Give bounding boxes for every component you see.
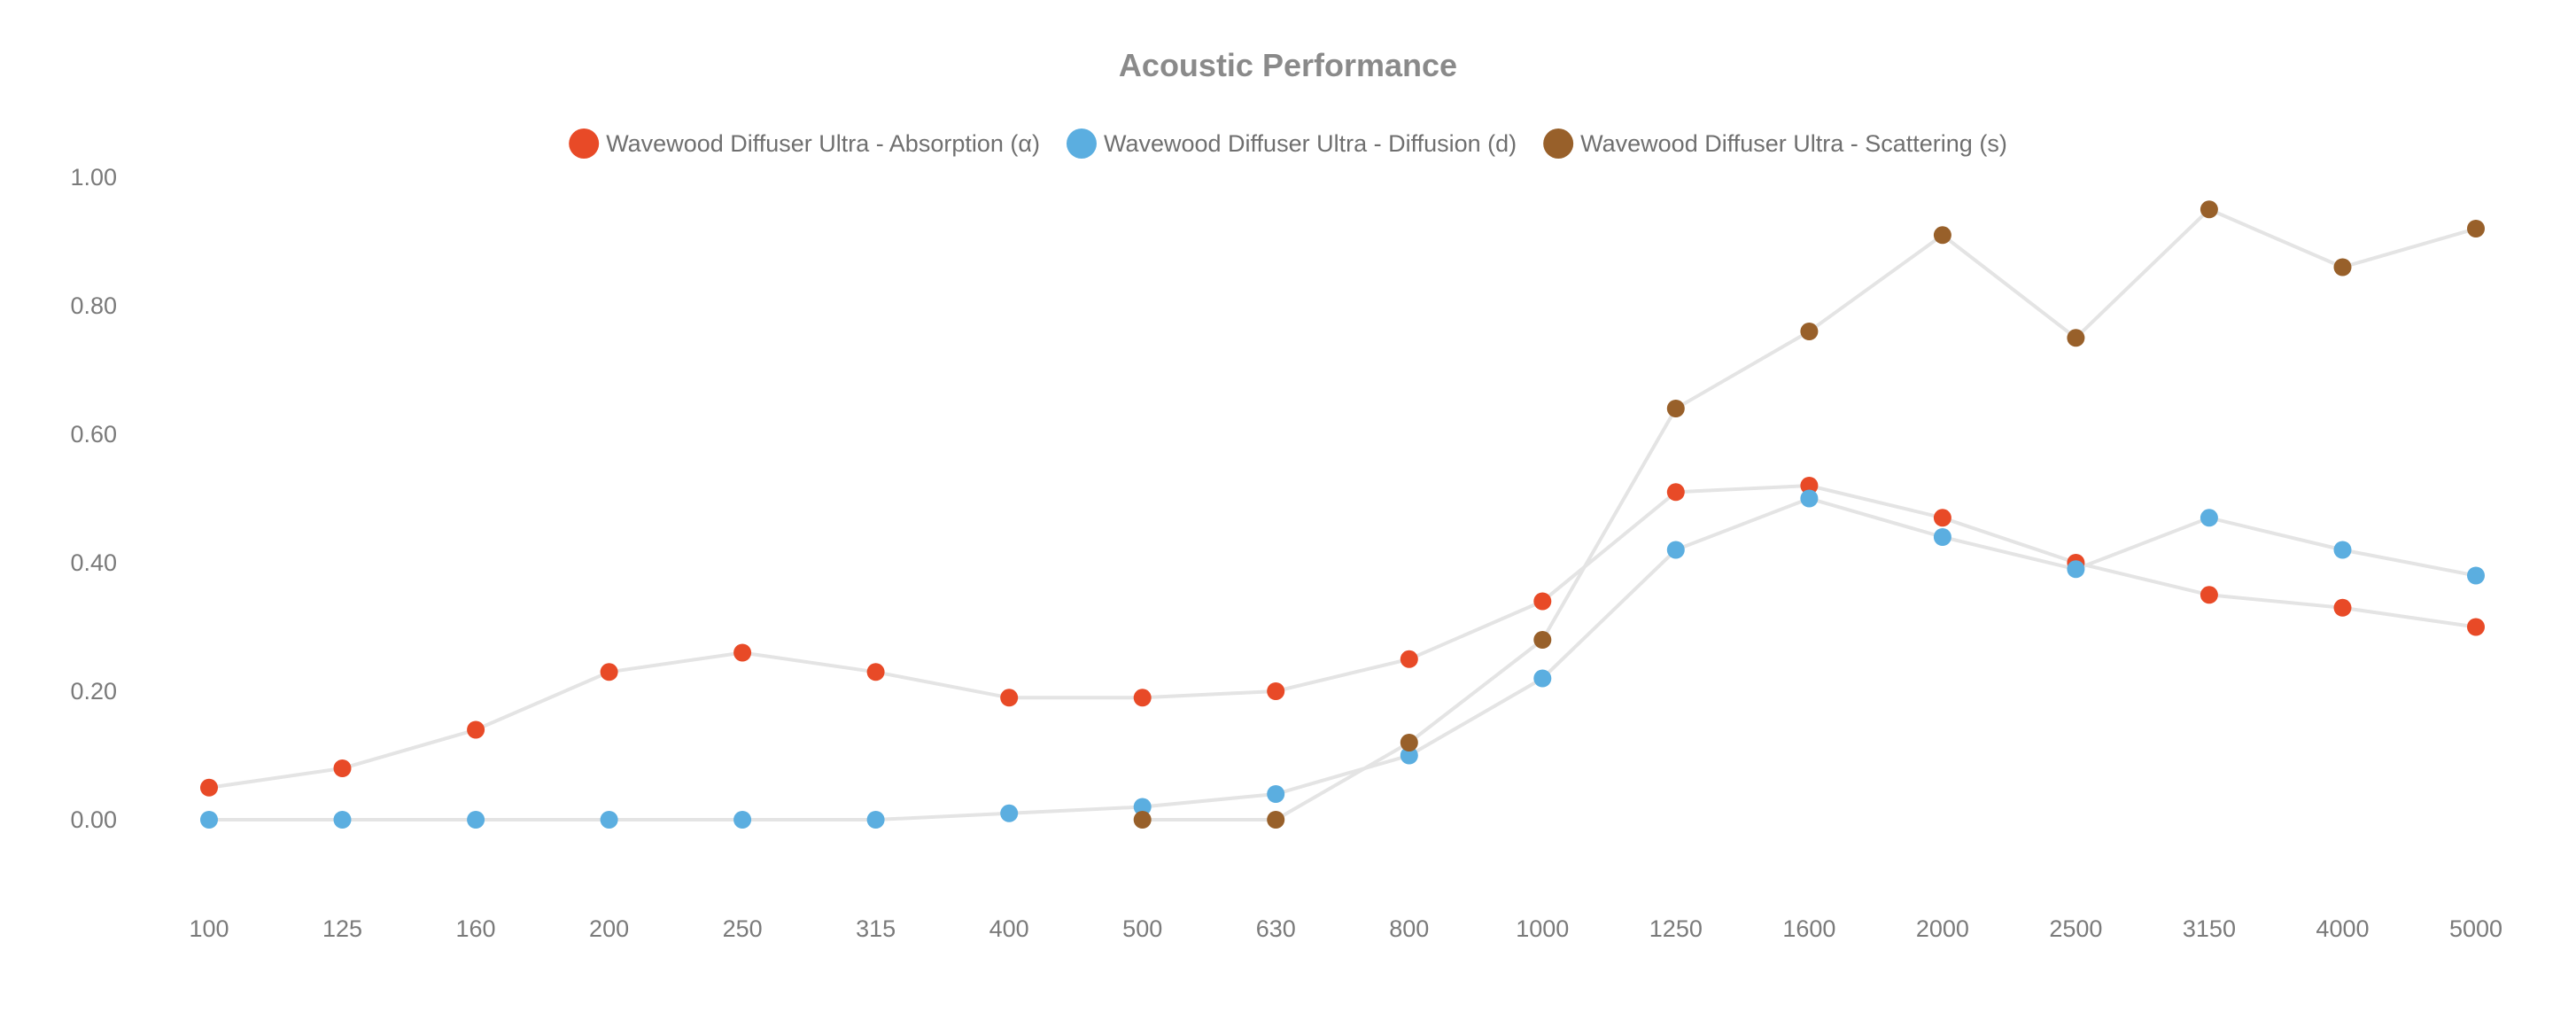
y-tick-label: 0.60 — [70, 421, 117, 448]
data-point — [1133, 798, 1152, 816]
data-point — [467, 811, 485, 829]
data-point — [2333, 598, 2352, 617]
x-tick-label: 200 — [589, 915, 629, 942]
legend-item: Wavewood Diffuser Ultra - Absorption (α) — [569, 128, 1040, 159]
x-tick-label: 100 — [189, 915, 229, 942]
x-tick-label: 1600 — [1782, 915, 1835, 942]
data-point — [1267, 811, 1285, 829]
data-point — [200, 778, 218, 797]
data-point — [1267, 785, 1285, 803]
data-point — [1933, 226, 1951, 245]
data-point — [1533, 592, 1552, 611]
chart-title: Acoustic Performance — [1119, 47, 1457, 83]
data-point — [600, 811, 618, 829]
data-point — [1933, 528, 1951, 546]
data-point — [600, 663, 618, 681]
x-tick-label: 2500 — [2049, 915, 2102, 942]
legend-marker — [1066, 128, 1097, 159]
data-point — [1133, 811, 1152, 829]
legend-item: Wavewood Diffuser Ultra - Scattering (s) — [1543, 128, 2007, 159]
data-point — [2067, 560, 2085, 579]
data-point — [333, 759, 352, 777]
legend-marker — [569, 128, 600, 159]
data-point — [1800, 477, 1819, 494]
data-point — [2067, 329, 2085, 347]
y-tick-label: 1.00 — [70, 164, 117, 191]
data-point — [1800, 489, 1819, 508]
data-point — [1666, 483, 1685, 502]
data-point — [1400, 746, 1418, 765]
data-point — [2467, 566, 2485, 585]
data-point — [2467, 618, 2485, 636]
x-tick-label: 250 — [723, 915, 763, 942]
x-tick-label: 800 — [1389, 915, 1429, 942]
data-point — [1666, 400, 1685, 417]
x-tick-label: 3150 — [2183, 915, 2236, 942]
x-tick-label: 1000 — [1516, 915, 1569, 942]
series-line — [209, 496, 2477, 821]
series-lines — [208, 206, 2477, 821]
legend-label: Wavewood Diffuser Ultra - Absorption (α) — [606, 130, 1040, 157]
x-tick-label: 315 — [856, 915, 896, 942]
x-tick-label: 125 — [322, 915, 362, 942]
data-point — [2200, 509, 2218, 527]
y-tick-label: 0.80 — [70, 292, 117, 319]
x-tick-label: 1250 — [1649, 915, 1703, 942]
data-point — [1533, 669, 1552, 688]
data-point — [733, 643, 752, 662]
data-point — [866, 811, 885, 829]
data-point — [2467, 220, 2485, 237]
legend-label: Wavewood Diffuser Ultra - Scattering (s) — [1580, 130, 2007, 157]
x-axis: 100 125 160 200 250 315 400 500 630 800 1000 1250 16… — [189, 915, 2502, 942]
y-tick-label: 0.40 — [70, 549, 117, 576]
data-point — [1933, 509, 1951, 527]
data-point — [1000, 689, 1019, 707]
series-line — [208, 483, 2477, 790]
data-point — [1400, 650, 1418, 668]
data-point — [200, 811, 218, 829]
legend: Wavewood Diffuser Ultra - Absorption (α)… — [569, 128, 2007, 159]
data-point — [333, 811, 352, 829]
x-tick-label: 5000 — [2449, 915, 2502, 942]
y-axis: 0.00 0.20 0.40 0.60 0.80 1.00 — [70, 164, 117, 833]
x-tick-label: 630 — [1256, 915, 1296, 942]
legend-label: Wavewood Diffuser Ultra - Diffusion (d) — [1104, 130, 1517, 157]
x-tick-label: 4000 — [2316, 915, 2369, 942]
data-point — [1800, 323, 1819, 340]
x-tick-label: 500 — [1122, 915, 1162, 942]
data-point — [1267, 682, 1285, 700]
data-point — [1400, 734, 1418, 751]
x-tick-label: 400 — [989, 915, 1029, 942]
data-point — [1133, 689, 1152, 707]
legend-item: Wavewood Diffuser Ultra - Diffusion (d) — [1066, 128, 1517, 159]
data-point — [866, 663, 885, 681]
data-point — [2200, 586, 2218, 604]
data-point — [733, 811, 752, 829]
y-tick-label: 0.20 — [70, 678, 117, 705]
x-tick-label: 160 — [456, 915, 496, 942]
y-tick-label: 0.00 — [70, 806, 117, 833]
data-point — [467, 720, 485, 739]
data-point — [1533, 631, 1552, 649]
data-point — [1666, 541, 1685, 559]
series-points — [200, 200, 2485, 829]
legend-marker — [1543, 128, 1574, 159]
data-point — [1000, 804, 1019, 822]
data-point — [2200, 200, 2218, 219]
series-line — [1142, 206, 2477, 821]
x-tick-label: 2000 — [1916, 915, 1969, 942]
data-point — [2333, 258, 2352, 276]
data-point — [2333, 541, 2352, 559]
